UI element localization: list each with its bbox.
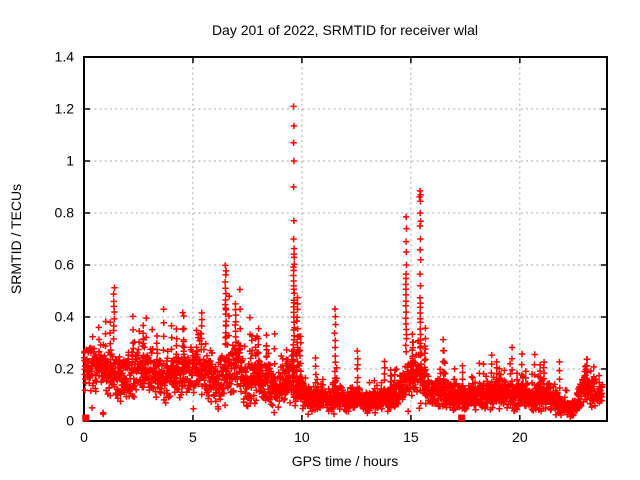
square-marker <box>458 414 466 422</box>
y-tick-label: 1.2 <box>55 101 75 117</box>
y-tick-label: 1 <box>66 153 74 169</box>
axis-tick-marks <box>83 56 607 422</box>
x-tick-label: 15 <box>403 429 419 445</box>
plus-markers <box>81 103 606 421</box>
square-marker <box>82 414 90 422</box>
x-axis-label: GPS time / hours <box>292 453 399 469</box>
y-tick-label: 0.8 <box>55 205 75 221</box>
y-tick-label: 0 <box>66 413 74 429</box>
plot-frame <box>83 56 608 422</box>
y-tick-label: 0.6 <box>55 257 75 273</box>
x-tick-label: 0 <box>80 429 88 445</box>
gap-square-markers <box>82 414 466 422</box>
y-tick-label: 0.4 <box>55 309 75 325</box>
y-axis-label: SRMTID / TECUs <box>8 184 24 294</box>
x-tick-label: 20 <box>512 429 528 445</box>
y-tick-label: 1.4 <box>55 49 75 65</box>
y-tick-label: 0.2 <box>55 361 75 377</box>
axis-tick-labels: 0 0.2 0.4 0.6 0.8 1 1.2 1.4 0 5 10 15 20 <box>55 49 528 445</box>
grid-lines <box>84 57 607 421</box>
scatter-points <box>81 103 606 421</box>
x-tick-label: 10 <box>294 429 310 445</box>
chart-title: Day 201 of 2022, SRMTID for receiver wla… <box>212 22 478 38</box>
plot-border <box>83 56 608 422</box>
x-tick-label: 5 <box>189 429 197 445</box>
